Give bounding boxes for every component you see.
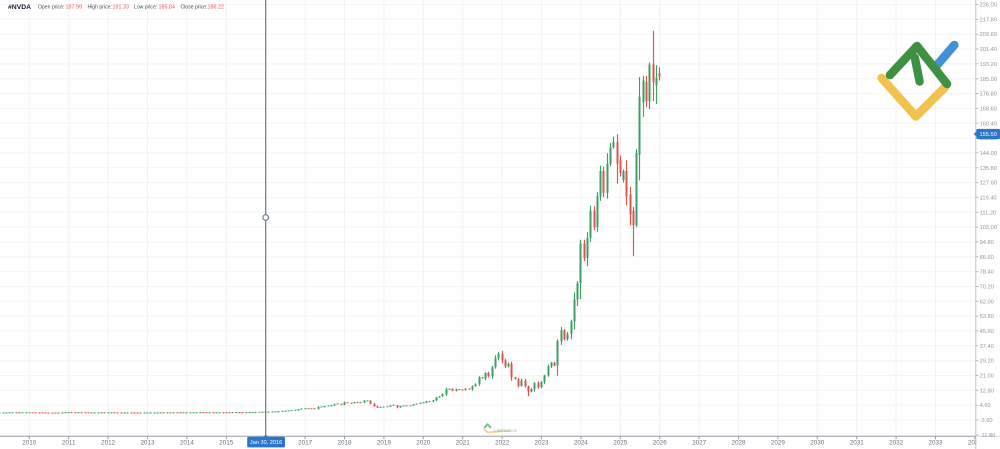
svg-text:70.20: 70.20 [980,285,994,291]
svg-text:217.80: 217.80 [980,17,997,23]
svg-text:94.80: 94.80 [980,240,994,246]
svg-text:2031: 2031 [850,440,865,447]
svg-text:2018: 2018 [337,440,352,447]
svg-text:209.60: 209.60 [980,32,997,38]
svg-text:152.20: 152.20 [980,136,997,142]
svg-text:53.80: 53.80 [980,314,994,320]
svg-text:193.20: 193.20 [980,62,997,68]
svg-text:155.50: 155.50 [979,132,996,138]
svg-text:176.80: 176.80 [980,92,997,98]
svg-text:2012: 2012 [101,440,116,447]
svg-text:2033: 2033 [928,440,943,447]
svg-text:#NVDA: #NVDA [8,4,31,11]
svg-text:78.40: 78.40 [980,270,994,276]
svg-text:86.60: 86.60 [980,255,994,261]
svg-text:62.00: 62.00 [980,299,994,305]
svg-text:226.00: 226.00 [980,3,997,9]
svg-text:45.60: 45.60 [980,329,994,335]
svg-text:144.00: 144.00 [980,151,997,157]
svg-text:2021: 2021 [456,440,471,447]
svg-text:2010: 2010 [22,440,37,447]
svg-text:Jan 30, 2016: Jan 30, 2016 [250,440,282,446]
svg-text:2019: 2019 [377,440,392,447]
svg-text:2020: 2020 [416,440,431,447]
svg-text:2034: 2034 [968,440,983,447]
svg-text:29.20: 29.20 [980,359,994,365]
svg-text:12.80: 12.80 [980,388,994,394]
svg-text:2027: 2027 [692,440,707,447]
svg-text:2030: 2030 [810,440,825,447]
svg-text:2011: 2011 [62,440,76,447]
svg-text:2023: 2023 [534,440,549,447]
svg-text:127.60: 127.60 [980,181,997,187]
svg-text:201.40: 201.40 [980,47,997,53]
svg-text:Open price:: Open price: [38,4,64,10]
svg-text:160.40: 160.40 [980,121,997,127]
svg-text:2029: 2029 [771,440,786,447]
svg-text:2032: 2032 [889,440,904,447]
svg-text:21.00: 21.00 [980,374,994,380]
svg-text:135.80: 135.80 [980,166,997,172]
svg-text:2017: 2017 [298,440,313,447]
svg-text:168.60: 168.60 [980,106,997,112]
svg-text:4.60: 4.60 [980,403,991,409]
svg-text:-11.80: -11.80 [980,433,996,439]
svg-text:2013: 2013 [140,440,155,447]
svg-text:High price:: High price: [88,4,112,10]
svg-text:LiteFinance: LiteFinance [494,428,517,433]
svg-text:2022: 2022 [495,440,510,447]
svg-text:2014: 2014 [180,440,195,447]
svg-text:2015: 2015 [219,440,234,447]
svg-text:186.22: 186.22 [208,4,225,10]
svg-text:2024: 2024 [574,440,589,447]
svg-text:37.40: 37.40 [980,344,994,350]
svg-text:2028: 2028 [731,440,746,447]
svg-text:111.20: 111.20 [980,210,997,216]
svg-text:185.00: 185.00 [980,77,997,83]
svg-text:-3.60: -3.60 [980,418,993,424]
svg-text:2025: 2025 [613,440,628,447]
svg-text:2026: 2026 [653,440,668,447]
svg-text:Low price:: Low price: [134,4,157,10]
svg-text:Close price:: Close price: [181,4,208,10]
svg-text:187.99: 187.99 [66,4,83,10]
svg-text:119.40: 119.40 [980,196,997,202]
svg-text:103.00: 103.00 [980,225,997,231]
svg-text:185.84: 185.84 [159,4,176,10]
svg-text:191.33: 191.33 [113,4,130,10]
